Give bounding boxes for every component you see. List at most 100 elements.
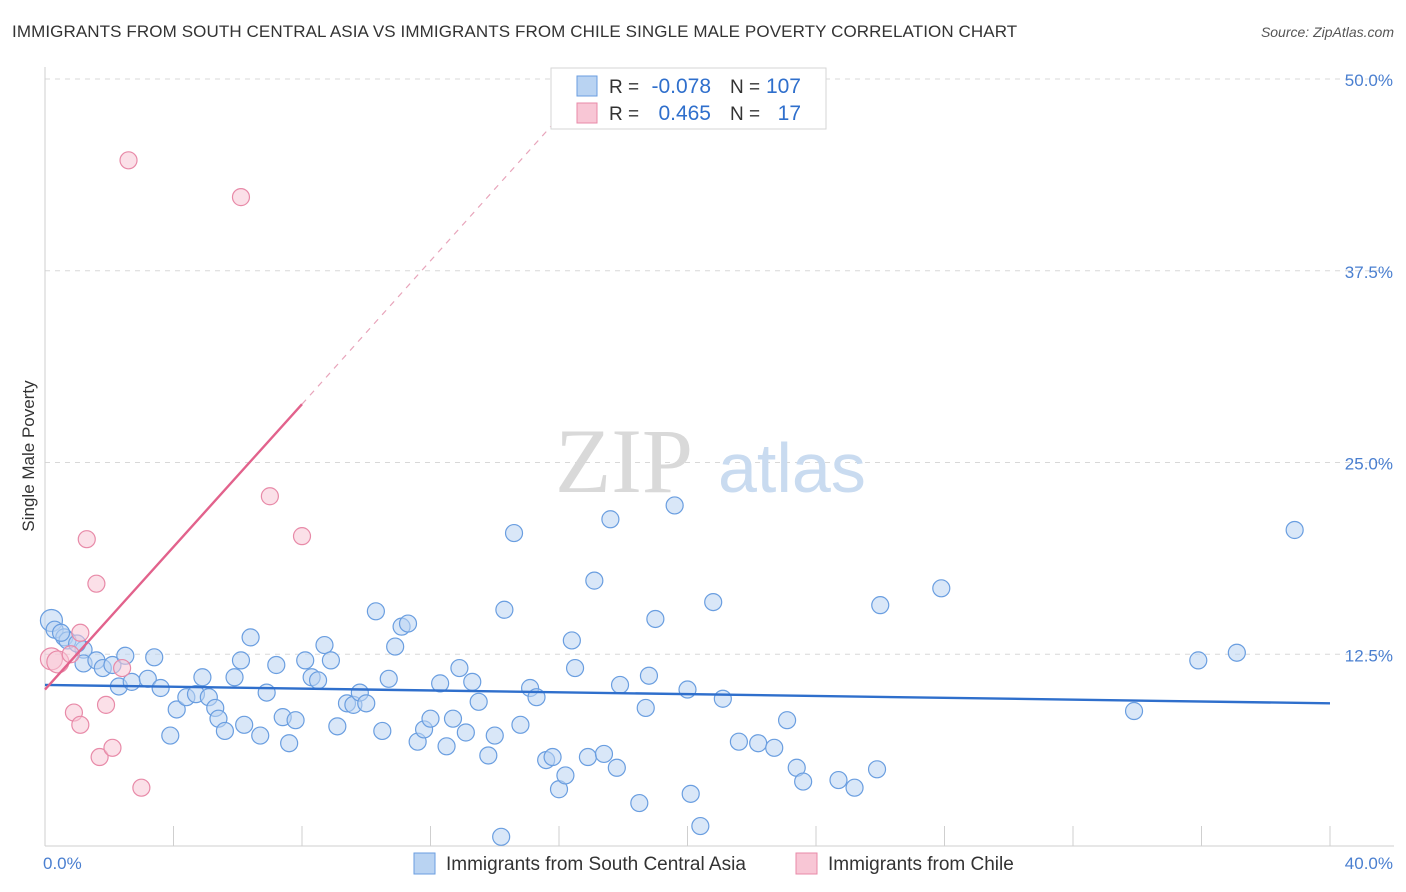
- trend-line-chile: [44, 403, 303, 691]
- point-south-central-asia-85: [681, 784, 700, 803]
- bottom-legend-label-blue: Immigrants from South Central Asia: [446, 854, 746, 875]
- y-axis-label: Single Male Poverty: [19, 380, 38, 532]
- point-south-central-asia-88: [713, 689, 732, 708]
- point-south-central-asia-102: [1227, 643, 1246, 662]
- point-south-central-asia-59: [469, 692, 488, 711]
- point-south-central-asia-57: [456, 723, 475, 742]
- legend: R = -0.078 N = 107 R = 0.465 N = 17: [550, 67, 827, 130]
- point-south-central-asia-101: [1189, 651, 1208, 670]
- tick-labels: 12.5% 25.0% 37.5% 50.0% 0.0% 40.0%: [43, 71, 1393, 873]
- bottom-legend-swatch-blue: [413, 852, 436, 875]
- point-south-central-asia-73: [578, 747, 598, 767]
- trend-lines: [44, 116, 1331, 705]
- point-south-central-asia-79: [630, 793, 649, 813]
- point-south-central-asia-29: [257, 683, 276, 702]
- point-south-central-asia-28: [251, 726, 270, 745]
- point-south-central-asia-84: [678, 680, 697, 699]
- point-chile-12: [132, 778, 151, 797]
- point-south-central-asia-27: [241, 628, 260, 647]
- x-tick-label-1: 40.0%: [1345, 854, 1393, 873]
- point-south-central-asia-49: [398, 614, 418, 633]
- point-south-central-asia-16: [167, 700, 186, 719]
- bottom-legend-label-pink: Immigrants from Chile: [828, 854, 1014, 875]
- legend-n-label-pink: N =: [730, 104, 760, 125]
- point-south-central-asia-14: [151, 678, 170, 698]
- y-tick-label-2: 37.5%: [1345, 263, 1393, 282]
- point-south-central-asia-82: [646, 609, 665, 629]
- bottom-legend-swatch-pink: [795, 852, 818, 875]
- legend-n-label-blue: N =: [730, 77, 760, 98]
- point-south-central-asia-62: [495, 600, 514, 619]
- point-south-central-asia-78: [610, 675, 630, 695]
- point-chile-3: [71, 623, 90, 642]
- point-south-central-asia-52: [421, 709, 440, 728]
- point-chile-15: [260, 487, 279, 506]
- axes: [44, 67, 1394, 847]
- point-chile-11: [112, 658, 132, 678]
- point-south-central-asia-26: [235, 715, 254, 734]
- point-chile-5: [71, 715, 90, 734]
- trend-line-south-central-asia: [44, 683, 1331, 705]
- point-chile-7: [87, 574, 106, 593]
- point-south-central-asia-38: [321, 651, 341, 670]
- y-tick-label-3: 50.0%: [1345, 71, 1393, 90]
- point-south-central-asia-77: [607, 758, 626, 777]
- point-south-central-asia-30: [267, 655, 286, 675]
- point-south-central-asia-61: [485, 726, 504, 745]
- point-chile-10: [103, 738, 122, 757]
- legend-swatch-pink: [576, 102, 598, 124]
- point-south-central-asia-24: [225, 668, 244, 687]
- point-south-central-asia-54: [437, 737, 456, 756]
- bottom-legend: Immigrants from South Central Asia Immig…: [413, 852, 1014, 875]
- point-south-central-asia-46: [379, 669, 398, 688]
- point-south-central-asia-36: [308, 671, 328, 690]
- point-south-central-asia-45: [373, 721, 392, 741]
- point-south-central-asia-86: [691, 816, 710, 836]
- series-chile: [39, 151, 312, 797]
- point-south-central-asia-60: [479, 746, 498, 765]
- point-south-central-asia-63: [504, 523, 524, 543]
- point-south-central-asia-71: [562, 631, 581, 650]
- legend-r-label-blue: R =: [609, 77, 639, 98]
- point-south-central-asia-105: [51, 623, 71, 642]
- point-south-central-asia-72: [565, 658, 585, 678]
- point-south-central-asia-15: [161, 726, 180, 745]
- point-south-central-asia-80: [636, 698, 655, 718]
- point-south-central-asia-64: [511, 715, 530, 734]
- point-south-central-asia-98: [871, 596, 890, 615]
- point-south-central-asia-81: [639, 666, 659, 685]
- point-south-central-asia-83: [665, 496, 684, 515]
- legend-r-value-pink: 0.465: [658, 102, 711, 125]
- gridlines: [45, 78, 1394, 655]
- trend-line-chile-extension: [301, 116, 560, 405]
- y-tick-label-1: 25.0%: [1345, 455, 1393, 474]
- series-south-central-asia: [39, 496, 1304, 846]
- point-south-central-asia-55: [443, 709, 463, 728]
- point-south-central-asia-56: [450, 658, 469, 678]
- point-south-central-asia-75: [594, 744, 614, 764]
- point-south-central-asia-43: [357, 694, 376, 713]
- point-south-central-asia-99: [932, 579, 951, 598]
- point-south-central-asia-76: [601, 510, 620, 529]
- point-south-central-asia-100: [1124, 701, 1144, 721]
- legend-r-label-pink: R =: [609, 104, 639, 125]
- point-south-central-asia-32: [280, 734, 299, 753]
- point-south-central-asia-104: [492, 827, 511, 846]
- point-chile-9: [96, 695, 116, 714]
- point-south-central-asia-58: [463, 672, 482, 691]
- point-south-central-asia-23: [215, 721, 234, 741]
- watermark-zip: ZIP: [555, 410, 693, 512]
- point-chile-6: [77, 530, 96, 549]
- y-tick-label-0: 12.5%: [1345, 646, 1393, 665]
- chart-title: IMMIGRANTS FROM SOUTH CENTRAL ASIA VS IM…: [12, 22, 1018, 41]
- point-south-central-asia-53: [431, 674, 450, 693]
- point-south-central-asia-19: [193, 668, 212, 687]
- watermark: ZIP atlas: [555, 410, 866, 512]
- point-chile-16: [292, 527, 312, 546]
- legend-swatch-blue: [576, 75, 598, 97]
- point-south-central-asia-94: [794, 772, 813, 791]
- point-south-central-asia-39: [328, 717, 347, 736]
- point-south-central-asia-74: [585, 571, 604, 590]
- point-south-central-asia-47: [386, 637, 405, 656]
